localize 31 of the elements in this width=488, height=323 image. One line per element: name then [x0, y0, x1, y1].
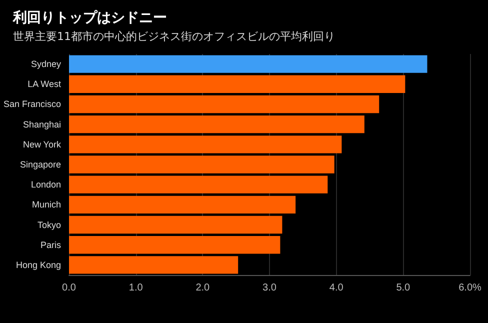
y-tick-label: Paris [40, 240, 62, 250]
y-tick-label: Singapore [20, 160, 61, 170]
bar [69, 156, 334, 174]
chart-title: 利回りトップはシドニー [12, 9, 167, 26]
bar [69, 75, 406, 93]
bar [69, 176, 328, 194]
y-tick-label: Munich [32, 200, 61, 210]
y-tick-label: Sydney [30, 59, 62, 70]
y-tick-label: LA West [28, 79, 62, 90]
y-tick-label: San Francisco [3, 99, 61, 110]
bar [69, 55, 428, 73]
bar [69, 196, 296, 214]
x-tick-label: 1.0 [128, 282, 144, 294]
bar [69, 256, 238, 274]
x-tick-label: 0.0 [62, 282, 76, 294]
x-tick-label: 2.0 [196, 282, 210, 294]
bar [69, 115, 364, 134]
bar [69, 95, 380, 114]
x-tick-label: 5.0 [396, 282, 411, 294]
x-tick-label: 3.0 [262, 282, 277, 294]
y-tick-label: London [30, 180, 61, 190]
chart-subtitle: 世界主要11都市の中心的ビジネス街のオフィスビルの平均利回り [13, 30, 335, 43]
bar [69, 236, 280, 254]
y-tick-label: Tokyo [37, 220, 61, 230]
bar [69, 216, 282, 234]
y-tick-label: Shanghai [22, 119, 61, 130]
bar [69, 136, 342, 154]
y-tick-label: Hong Kong [16, 260, 61, 270]
y-tick-label: New York [22, 139, 62, 150]
x-tick-label: 6.0% [458, 282, 482, 294]
x-tick-label: 4.0 [329, 282, 344, 294]
